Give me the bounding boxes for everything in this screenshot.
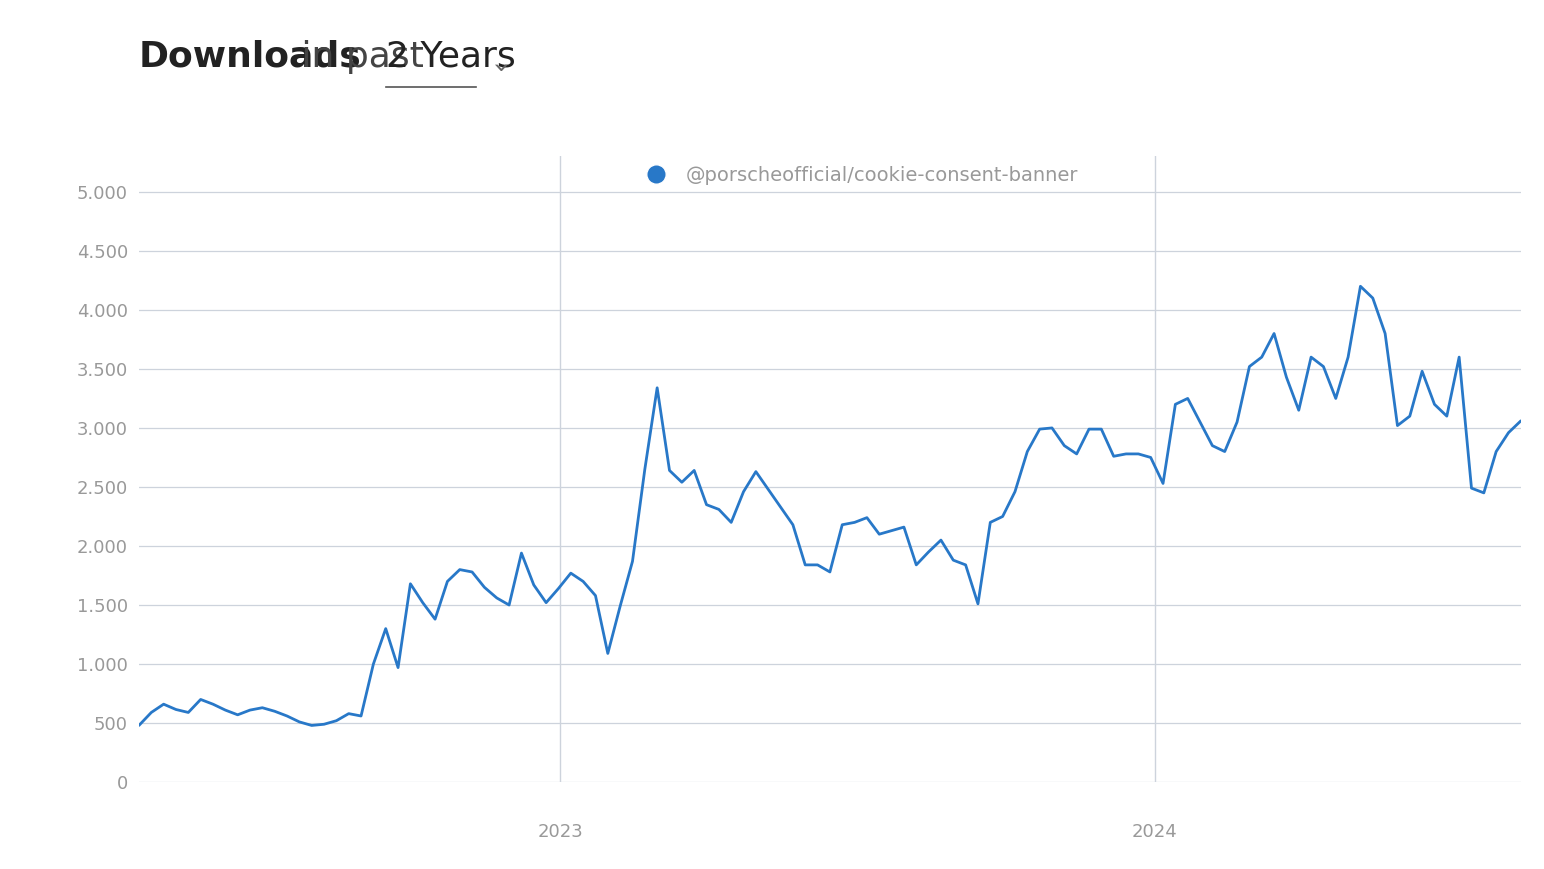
Text: 2 Years: 2 Years [386, 40, 516, 74]
Text: Downloads: Downloads [139, 40, 361, 74]
Legend: @porscheofficial/cookie-consent-banner: @porscheofficial/cookie-consent-banner [638, 166, 1078, 185]
Text: 2023: 2023 [537, 823, 584, 841]
Text: in past: in past [290, 40, 435, 74]
Text: ›: › [483, 63, 511, 74]
Text: 2024: 2024 [1132, 823, 1178, 841]
